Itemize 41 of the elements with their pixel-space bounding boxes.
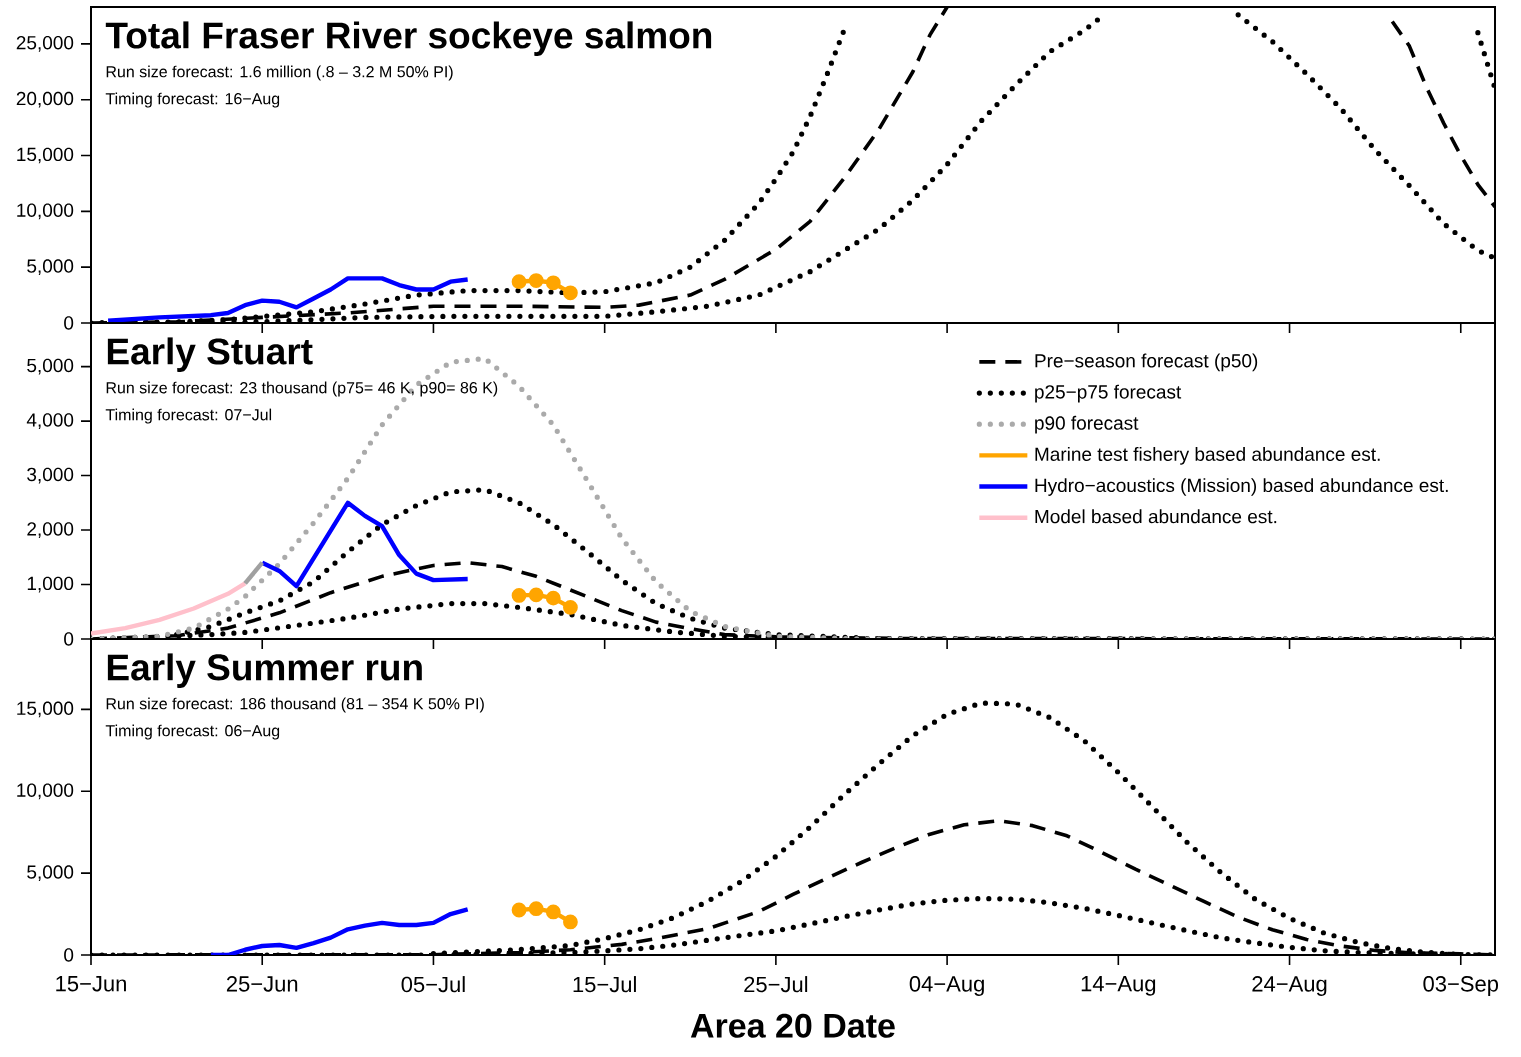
y-tick-label: 5,000	[27, 358, 74, 375]
y-tick-label: 0	[64, 632, 74, 646]
y-tick-label: 15,000	[17, 701, 74, 718]
annotation: Timing forecast: 06−Aug	[105, 724, 280, 740]
chart-title: Early Summer run	[107, 653, 422, 688]
y-tick-label: 1,000	[27, 576, 74, 593]
legend-label: Hydro−acoustics (Mission) based abundance est.	[1035, 478, 1448, 496]
legend-label: Marine test fishery based abundance est.	[1035, 447, 1380, 465]
y-tick-label: 2,000	[27, 522, 74, 538]
y-tick-label: 5,000	[27, 865, 74, 881]
x-tick-label: 03−Sep	[1423, 976, 1499, 996]
legend-label: p90 forecast	[1035, 415, 1139, 434]
annotation: Timing forecast: 07−Jul	[105, 408, 272, 424]
text: Run size forecast: 23 thousand (p75= 46 K, p90= 86 K)	[106, 381, 498, 397]
y-tick-label: 25,000	[16, 35, 74, 52]
y-tick-label: 0	[64, 948, 74, 962]
y-tick-label: 4,000	[26, 413, 74, 429]
y-tick-label: 0	[64, 316, 74, 330]
text: Run size forecast: 186 thousand (81 – 354 K 50% PI)	[106, 697, 484, 713]
legend-label: Pre−season forecast (p50)	[1035, 353, 1258, 372]
x-tick-label: 04−Aug	[909, 976, 984, 996]
annotation: Timing forecast: 16−Aug	[105, 92, 280, 108]
x-tick-label: 25−Jun	[226, 976, 298, 992]
chart-title: Total Fraser River sockeye salmon	[105, 21, 712, 56]
y-tick-label: 3,000	[27, 467, 74, 484]
x-tick-label: 24−Aug	[1252, 976, 1327, 996]
y-tick-label: 10,000	[17, 783, 74, 800]
text: Run size forecast: 1.6 million (.8 – 3.2 M 50% PI)	[106, 65, 453, 81]
x-axis-title: Area 20 Date	[690, 1013, 895, 1038]
x-tick-label: 14−Aug	[1081, 976, 1156, 996]
x-tick-label: 05−Jul	[401, 976, 465, 993]
legend-label: Model based abundance est.	[1035, 509, 1277, 524]
legend-label: p25−p75 forecast	[1035, 384, 1182, 403]
y-tick-label: 5,000	[27, 259, 74, 276]
y-tick-label: 10,000	[17, 203, 74, 220]
x-tick-label: 15−Jun	[56, 976, 126, 992]
chart-title: Early Stuart	[107, 337, 313, 372]
x-tick-label: 25−Jul	[744, 976, 808, 993]
y-tick-label: 20,000	[16, 91, 74, 108]
x-tick-label: 15−Jul	[573, 976, 636, 993]
y-tick-label: 15,000	[17, 147, 74, 164]
